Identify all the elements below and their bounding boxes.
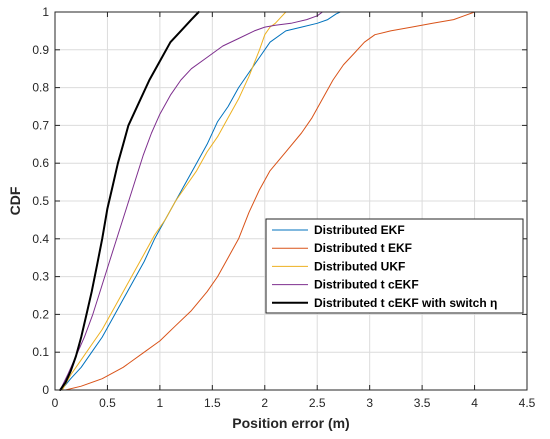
series-line-4 [59,11,323,391]
y-tick-label: 0.6 [32,156,49,170]
x-tick-label: 4.5 [519,396,536,410]
x-tick-label: 2 [261,396,268,410]
x-tick-label: 1.5 [204,396,221,410]
legend: Distributed EKF Distributed t EKF Distribu… [265,218,524,314]
y-tick-label: 1 [42,5,49,19]
series-line-5 [59,11,200,391]
x-tick-label: 0 [52,396,59,410]
series-line-2 [65,11,476,391]
y-tick-label: 0.1 [32,345,49,359]
x-axis-label: Position error (m) [232,415,349,431]
x-tick-label: 0.5 [99,396,116,410]
series-line-3 [61,11,287,391]
y-tick-label: 0.5 [32,194,49,208]
y-tick-label: 0.7 [32,118,49,132]
legend-entry: Distributed EKF [314,223,405,237]
x-tick-label: 3.5 [414,396,431,410]
y-tick-label: 0.4 [32,232,49,246]
ticks: 0 0.5 1 1.5 2 2.5 3 3.5 4 4.5 0 0.1 0.2 0.3 0.4 0.5 0.6 0… [32,5,535,410]
y-tick-label: 0.8 [32,81,49,95]
x-tick-label: 3 [366,396,373,410]
series-group [59,11,476,391]
y-tick-label: 0.3 [32,270,49,284]
legend-entry: Distributed t cEKF with switch η [314,296,497,310]
x-tick-label: 4 [471,396,478,410]
legend-entry: Distributed t cEKF [314,278,419,292]
legend-box [265,218,524,314]
legend-entry: Distributed UKF [314,259,405,273]
legend-entry: Distributed t EKF [314,241,412,255]
y-tick-label: 0.2 [32,307,49,321]
x-tick-label: 1 [157,396,164,410]
y-tick-label: 0.9 [32,43,49,57]
y-axis-label: CDF [7,186,23,215]
y-tick-label: 0 [42,383,49,397]
x-tick-label: 2.5 [309,396,326,410]
series-line-1 [60,11,341,391]
